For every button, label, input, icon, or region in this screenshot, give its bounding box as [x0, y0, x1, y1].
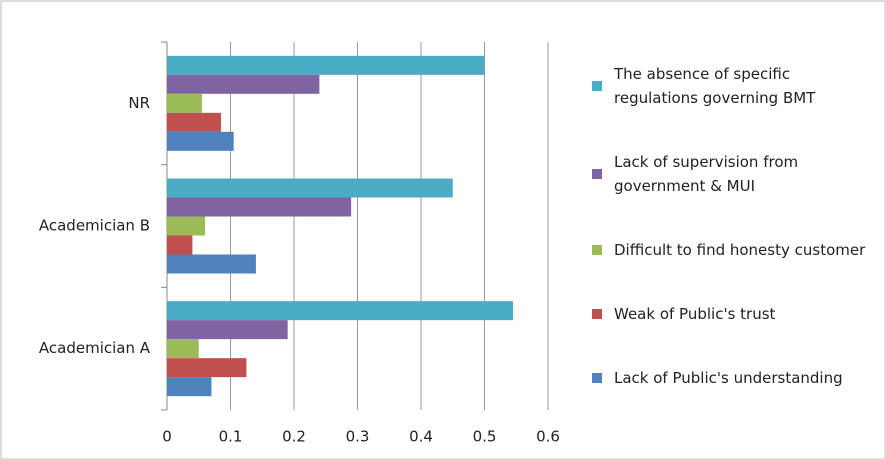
- legend-label: Lack of Public's understanding: [614, 369, 843, 387]
- legend-swatch: [592, 373, 602, 383]
- bar: [167, 320, 288, 340]
- legend-item: The absence of specific regulations gove…: [592, 62, 877, 110]
- x-tick-label: 0.2: [282, 428, 306, 446]
- legend-label: Weak of Public's trust: [614, 305, 776, 323]
- bar: [167, 377, 212, 397]
- legend-item: Lack of supervision from government & MU…: [592, 150, 877, 198]
- x-tick-label: 0.5: [473, 428, 497, 446]
- legend-swatch: [592, 169, 602, 179]
- y-tick-label: Academician A: [39, 339, 151, 357]
- legend-item: Lack of Public's understanding: [592, 366, 877, 390]
- bar: [167, 301, 514, 321]
- legend-label: The absence of specific regulations gove…: [614, 65, 816, 107]
- x-tick-label: 0.6: [536, 428, 560, 446]
- legend-label: Lack of supervision from government & MU…: [614, 153, 799, 195]
- bar: [167, 112, 221, 132]
- bar: [167, 358, 247, 378]
- x-tick-label: 0.4: [409, 428, 433, 446]
- bar: [167, 235, 193, 255]
- y-tick-label: NR: [128, 94, 150, 112]
- legend-swatch: [592, 245, 602, 255]
- bar: [167, 55, 485, 75]
- bar: [167, 131, 234, 151]
- legend-item: Weak of Public's trust: [592, 302, 877, 326]
- bar: [167, 93, 202, 113]
- bar: [167, 178, 453, 198]
- bar: [167, 74, 320, 94]
- x-tick-label: 0: [162, 428, 172, 446]
- bar: [167, 197, 352, 217]
- x-tick-label: 0.3: [346, 428, 370, 446]
- bar: [167, 254, 256, 274]
- legend-item: Difficult to find honesty customer: [592, 238, 877, 262]
- legend-swatch: [592, 81, 602, 91]
- y-tick-label: Academician B: [39, 217, 150, 235]
- bar: [167, 216, 206, 236]
- legend: The absence of specific regulations gove…: [592, 42, 877, 410]
- bar: [167, 339, 199, 359]
- x-tick-label: 0.1: [219, 428, 243, 446]
- legend-swatch: [592, 309, 602, 319]
- legend-label: Difficult to find honesty customer: [614, 241, 866, 259]
